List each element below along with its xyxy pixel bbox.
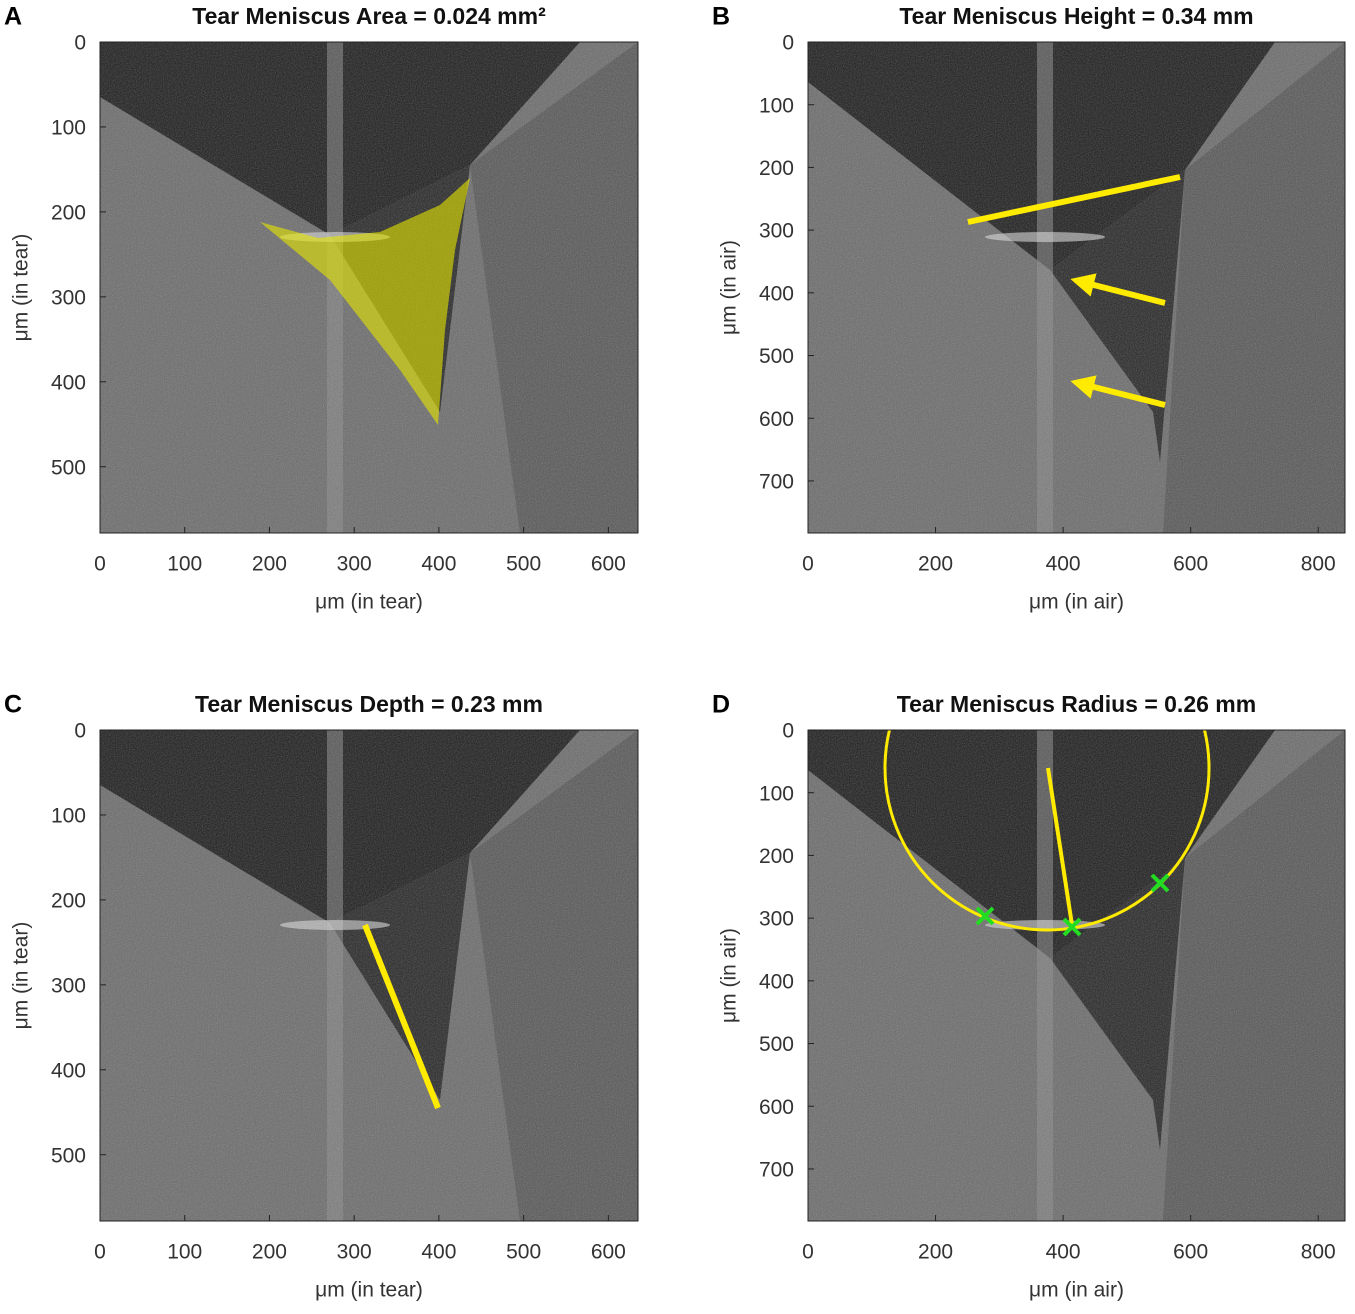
y-tick-label: 200 <box>759 845 794 868</box>
y-tick-label: 400 <box>51 371 86 394</box>
image-a <box>100 42 638 533</box>
y-tick-label: 200 <box>51 201 86 224</box>
radius-line <box>1046 767 1074 926</box>
chart-title: Tear Meniscus Area = 0.024 mm² <box>192 3 546 29</box>
y-tick-label: 500 <box>51 456 86 479</box>
x-tick-label: 500 <box>506 553 541 576</box>
image-d <box>808 730 1345 1221</box>
x-tick-label: 300 <box>337 553 372 576</box>
y-tick-label: 0 <box>782 32 794 55</box>
y-tick-label: 0 <box>782 720 794 743</box>
y-tick-label: 300 <box>759 908 794 931</box>
fit-points <box>975 873 1170 937</box>
y-axis-label: μm (in tear) <box>10 922 33 1030</box>
y-tick-label: 0 <box>74 32 86 55</box>
arrow <box>1070 375 1166 408</box>
y-tick-label: 0 <box>74 720 86 743</box>
panel-letter: D <box>712 691 730 719</box>
axes-box <box>807 41 1346 534</box>
y-tick-label: 100 <box>51 804 86 827</box>
x-axis-label: μm (in air) <box>1029 1279 1124 1302</box>
x-tick-label: 200 <box>252 1241 287 1264</box>
y-tick-label: 300 <box>51 974 86 997</box>
x-tick-label: 0 <box>802 553 814 576</box>
y-axis-label: μm (in air) <box>718 928 741 1023</box>
y-tick-label: 600 <box>759 1096 794 1119</box>
x-axis-label: μm (in tear) <box>315 1279 423 1302</box>
panel-letter: C <box>4 691 22 719</box>
y-axis-label: μm (in air) <box>718 240 741 335</box>
x-tick-label: 800 <box>1301 553 1336 576</box>
axes-box <box>99 729 639 1222</box>
y-tick-label: 400 <box>759 970 794 993</box>
x-tick-label: 600 <box>1173 553 1208 576</box>
height-line <box>967 174 1181 225</box>
x-tick-label: 200 <box>918 1241 953 1264</box>
x-tick-label: 0 <box>802 1241 814 1264</box>
x-tick-label: 0 <box>94 1241 106 1264</box>
x-axis-label: μm (in air) <box>1029 591 1124 614</box>
y-tick-label: 500 <box>759 345 794 368</box>
x-tick-label: 600 <box>1173 1241 1208 1264</box>
x-tick-label: 500 <box>506 1241 541 1264</box>
arrow <box>1070 273 1166 306</box>
chart-title: Tear Meniscus Height = 0.34 mm <box>899 3 1253 29</box>
chart-title: Tear Meniscus Depth = 0.23 mm <box>195 691 543 717</box>
y-tick-label: 500 <box>51 1144 86 1167</box>
x-tick-label: 400 <box>1046 553 1081 576</box>
panel-letter: A <box>4 3 22 31</box>
y-tick-label: 700 <box>759 470 794 493</box>
y-tick-label: 300 <box>759 220 794 243</box>
y-tick-label: 400 <box>759 282 794 305</box>
area-overlay <box>260 178 470 425</box>
axes-box <box>807 729 1346 1222</box>
y-tick-label: 700 <box>759 1158 794 1181</box>
y-axis-label: μm (in tear) <box>10 234 33 342</box>
x-tick-label: 600 <box>591 553 626 576</box>
x-axis-label: μm (in tear) <box>315 591 423 614</box>
y-tick-label: 200 <box>51 889 86 912</box>
x-tick-label: 400 <box>1046 1241 1081 1264</box>
x-tick-label: 200 <box>252 553 287 576</box>
x-tick-label: 100 <box>167 553 202 576</box>
x-tick-label: 600 <box>591 1241 626 1264</box>
y-tick-label: 100 <box>51 116 86 139</box>
x-tick-label: 300 <box>337 1241 372 1264</box>
y-tick-label: 100 <box>759 94 794 117</box>
x-tick-label: 200 <box>918 553 953 576</box>
y-tick-label: 400 <box>51 1059 86 1082</box>
x-tick-label: 400 <box>421 1241 456 1264</box>
y-tick-label: 200 <box>759 157 794 180</box>
image-c <box>100 730 638 1221</box>
x-tick-label: 400 <box>421 553 456 576</box>
x-tick-label: 800 <box>1301 1241 1336 1264</box>
radius-circle <box>883 730 1211 932</box>
y-tick-label: 100 <box>759 782 794 805</box>
y-tick-label: 600 <box>759 408 794 431</box>
y-tick-label: 500 <box>759 1033 794 1056</box>
chart-title: Tear Meniscus Radius = 0.26 mm <box>897 691 1256 717</box>
axes-box <box>99 41 639 534</box>
panel-letter: B <box>712 3 730 31</box>
y-tick-label: 300 <box>51 286 86 309</box>
depth-line <box>362 923 441 1110</box>
x-tick-label: 0 <box>94 553 106 576</box>
x-tick-label: 100 <box>167 1241 202 1264</box>
image-b <box>808 42 1345 533</box>
